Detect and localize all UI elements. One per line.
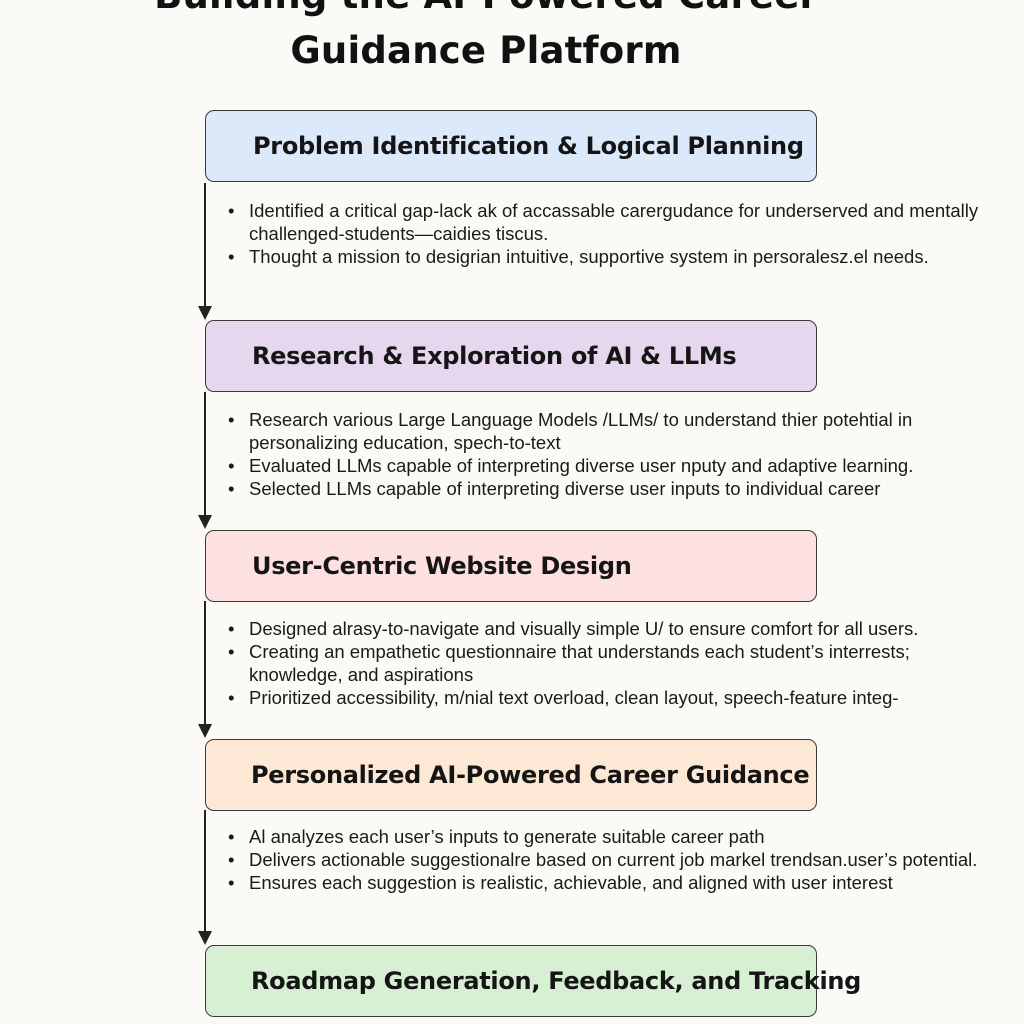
connector-line-2 bbox=[204, 392, 206, 516]
list-item: • Identified a critical gap-lack ak of ac… bbox=[228, 199, 988, 245]
list-item: • Delivers actionable suggestionalre base… bbox=[228, 848, 988, 871]
step-box-problem-identification: Problem Identification & Logical Plannin… bbox=[205, 110, 817, 182]
list-item: • Research various Large Language Models … bbox=[228, 408, 988, 454]
bullet-text: Evaluated LLMs capable of interpreting d… bbox=[249, 455, 914, 476]
bullet-icon: • bbox=[228, 478, 235, 499]
title-line-1: Building the AI-Powered Career bbox=[0, 0, 972, 19]
bullet-icon: • bbox=[228, 200, 235, 221]
bullet-icon: • bbox=[228, 826, 235, 847]
connector-line-4 bbox=[204, 810, 206, 932]
bullet-text: Creating an empathetic questionnaire tha… bbox=[249, 641, 910, 685]
step-box-personalized-guidance: Personalized AI-Powered Career Guidance bbox=[205, 739, 817, 811]
arrow-down-icon bbox=[198, 306, 212, 320]
list-item: • Ensures each suggestion is realistic, a… bbox=[228, 871, 988, 894]
step-box-roadmap-generation: Roadmap Generation, Feedback, and Tracki… bbox=[205, 945, 861, 1017]
arrow-down-icon bbox=[198, 724, 212, 738]
list-item: • Creating an empathetic questionnaire th… bbox=[228, 640, 988, 686]
list-item: • Thought a mission to desigrian intuitiv… bbox=[228, 245, 988, 268]
bullet-icon: • bbox=[228, 618, 235, 639]
list-item: • Al analyzes each user’s inputs to gener… bbox=[228, 825, 988, 848]
bullet-icon: • bbox=[228, 872, 235, 893]
bullet-text: Ensures each suggestion is realistic, ac… bbox=[249, 872, 893, 893]
step-label: Personalized AI-Powered Career Guidance bbox=[251, 761, 810, 789]
connector-line-1 bbox=[204, 183, 206, 307]
bullet-text: Selected LLMs capable of interpreting di… bbox=[249, 478, 881, 499]
bullet-text: Al analyzes each user’s inputs to genera… bbox=[249, 826, 765, 847]
list-item: • Designed alrasy-to-navigate and visuall… bbox=[228, 617, 988, 640]
list-item: • Selected LLMs capable of interpreting d… bbox=[228, 477, 988, 500]
step-box-user-centric-design: User-Centric Website Design bbox=[205, 530, 817, 602]
bullet-text: Designed alrasy-to-navigate and visually… bbox=[249, 618, 919, 639]
title-line-2: Guidance Platform bbox=[290, 29, 682, 72]
bullet-text: Delivers actionable suggestionalre based… bbox=[249, 849, 978, 870]
step-label: Problem Identification & Logical Plannin… bbox=[253, 132, 804, 160]
bullet-icon: • bbox=[228, 409, 235, 430]
connector-line-3 bbox=[204, 601, 206, 725]
arrow-down-icon bbox=[198, 931, 212, 945]
bullet-text: Identified a critical gap-lack ak of acc… bbox=[249, 200, 979, 244]
step-label: User-Centric Website Design bbox=[252, 552, 632, 580]
list-item: • Prioritized accessibility, m/nial text … bbox=[228, 686, 988, 709]
step-label: Research & Exploration of AI & LLMs bbox=[252, 342, 737, 370]
step-1-bullet-list: • Identified a critical gap-lack ak of ac… bbox=[228, 199, 988, 268]
bullet-icon: • bbox=[228, 641, 235, 662]
bullet-text: Prioritized accessibility, m/nial text o… bbox=[249, 687, 899, 708]
bullet-text: Research various Large Language Models /… bbox=[249, 409, 913, 453]
step-2-bullet-list: • Research various Large Language Models … bbox=[228, 408, 988, 500]
bullet-icon: • bbox=[228, 687, 235, 708]
step-3-bullet-list: • Designed alrasy-to-navigate and visuall… bbox=[228, 617, 988, 709]
arrow-down-icon bbox=[198, 515, 212, 529]
step-4-bullet-list: • Al analyzes each user’s inputs to gener… bbox=[228, 825, 988, 894]
step-box-research-exploration: Research & Exploration of AI & LLMs bbox=[205, 320, 817, 392]
bullet-icon: • bbox=[228, 849, 235, 870]
bullet-icon: • bbox=[228, 455, 235, 476]
list-item: • Evaluated LLMs capable of interpreting … bbox=[228, 454, 988, 477]
bullet-text: Thought a mission to desigrian intuitive… bbox=[249, 246, 929, 267]
bullet-icon: • bbox=[228, 246, 235, 267]
step-label: Roadmap Generation, Feedback, and Tracki… bbox=[251, 967, 862, 995]
